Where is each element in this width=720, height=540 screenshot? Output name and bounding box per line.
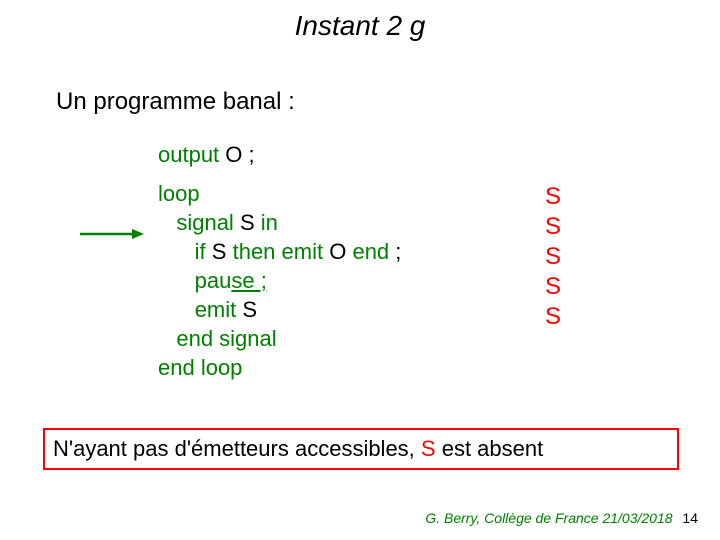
code-line-4: if S then emit O end ; (158, 237, 401, 266)
code-line-7: end signal (158, 324, 401, 353)
kw-emit: emit (282, 239, 324, 264)
slide-title: Instant 2 g (0, 0, 720, 42)
s-item: S (545, 182, 561, 212)
s-column: S S S S S (545, 182, 561, 332)
code-indent (158, 297, 195, 322)
s-item: S (545, 302, 561, 332)
kw-pause-a: pau (158, 268, 231, 293)
kw-emit2: emit (195, 297, 237, 322)
kw-in: in (261, 210, 278, 235)
footer: G. Berry, Collège de France 21/03/2018 1… (425, 510, 698, 526)
s-item: S (545, 242, 561, 272)
code-line-2: loop (158, 179, 401, 208)
code-block: output O ; loop signal S in if S then em… (158, 140, 401, 382)
code-text: S (234, 210, 261, 235)
code-line-3: signal S in (158, 208, 401, 237)
code-text: S (206, 239, 233, 264)
code-line-1: output O ; (158, 140, 401, 169)
kw-endloop: end loop (158, 355, 242, 380)
code-line-8: end loop (158, 353, 401, 382)
kw-pause-b: se ; (231, 268, 266, 293)
kw-end: end (352, 239, 389, 264)
kw-loop: loop (158, 181, 200, 206)
code-text: O ; (219, 142, 254, 167)
code-gap (158, 169, 401, 179)
subtitle: Un programme banal : (56, 88, 295, 116)
kw-endsignal: end signal (176, 326, 276, 351)
arrow-icon (78, 227, 144, 241)
code-indent (158, 326, 176, 351)
code-text: S (236, 297, 257, 322)
kw-then: then (233, 239, 276, 264)
box-text-post: est absent (436, 436, 544, 461)
code-text: ; (389, 239, 401, 264)
kw-signal: signal (158, 210, 234, 235)
box-text-s: S (421, 436, 436, 461)
kw-if: if (158, 239, 206, 264)
kw-output: output (158, 142, 219, 167)
slide: Instant 2 g Un programme banal : output … (0, 0, 720, 540)
code-line-5: pause ; (158, 266, 401, 295)
footer-text: G. Berry, Collège de France 21/03/2018 (425, 510, 672, 526)
code-text: O (323, 239, 352, 264)
page-number: 14 (682, 510, 698, 526)
box-text-pre: N'ayant pas d'émetteurs accessibles, (53, 436, 421, 461)
code-line-6: emit S (158, 295, 401, 324)
highlight-box: N'ayant pas d'émetteurs accessibles, S e… (43, 428, 679, 470)
s-item: S (545, 272, 561, 302)
s-item: S (545, 212, 561, 242)
